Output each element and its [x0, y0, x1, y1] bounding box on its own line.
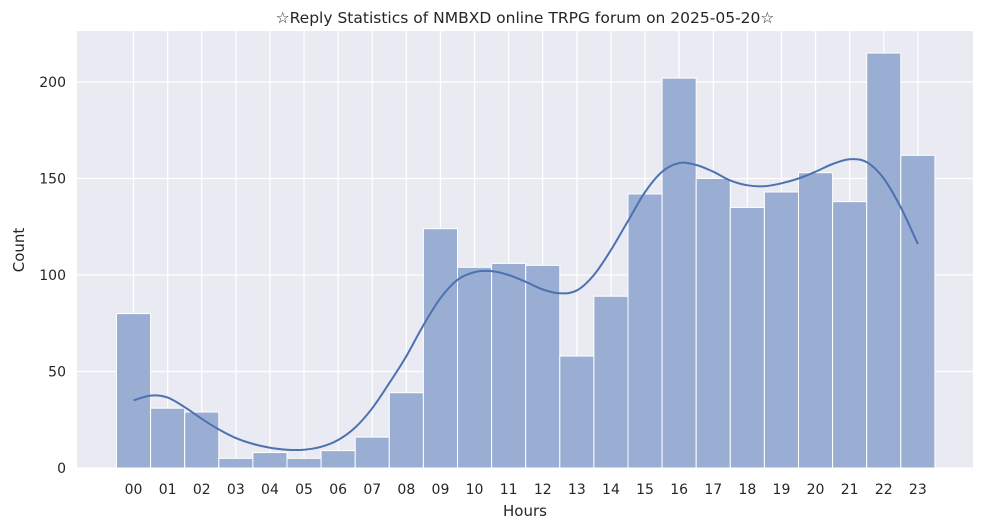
bar-hour-15 — [627, 193, 663, 469]
bar-hour-11 — [491, 262, 527, 469]
bar-hour-12 — [525, 264, 561, 469]
bar-hour-22 — [866, 52, 902, 469]
bar-hour-08 — [388, 392, 424, 469]
x-tick-labels: 00 01 02 03 04 05 06 07 08 09 10 11 12 13 14 15 16 17 18 19… — [125, 482, 927, 498]
bar-hour-17 — [695, 178, 731, 469]
bar-hour-05 — [286, 457, 322, 469]
x-tick-label: 12 — [534, 482, 552, 498]
y-tick-labels: 0 50 100 150 200 — [39, 75, 66, 477]
bar-hour-20 — [798, 172, 834, 469]
x-tick-label: 18 — [738, 482, 756, 498]
bar-hour-19 — [763, 191, 800, 469]
x-axis-label: Hours — [503, 502, 547, 520]
y-tick-label: 50 — [48, 365, 66, 381]
bar-hour-02 — [184, 411, 220, 469]
x-tick-label: 05 — [295, 482, 313, 498]
x-tick-label: 02 — [193, 482, 211, 498]
y-tick-label: 200 — [39, 75, 66, 91]
x-tick-label: 01 — [159, 482, 177, 498]
bar-hour-09 — [422, 228, 458, 469]
bar-hour-03 — [218, 457, 254, 469]
kde-curve-layer — [133, 158, 919, 451]
y-tick-label: 0 — [57, 461, 66, 477]
kde-curve — [133, 158, 919, 451]
bar-hour-16 — [661, 77, 697, 469]
x-tick-label: 17 — [704, 482, 722, 498]
bar-hour-06 — [320, 450, 356, 469]
x-tick-label: 04 — [261, 482, 279, 498]
bar-hour-00 — [116, 313, 152, 469]
bar-hour-01 — [150, 407, 186, 469]
x-tick-label: 08 — [397, 482, 415, 498]
x-tick-label: 00 — [125, 482, 143, 498]
y-tick-label: 150 — [39, 172, 66, 188]
bar-hour-13 — [559, 355, 595, 469]
bar-hour-23 — [900, 154, 936, 469]
x-tick-label: 14 — [602, 482, 620, 498]
x-tick-label: 11 — [500, 482, 518, 498]
x-tick-label: 09 — [432, 482, 450, 498]
bar-hour-07 — [354, 436, 390, 469]
x-tick-label: 07 — [363, 482, 381, 498]
x-tick-label: 13 — [568, 482, 586, 498]
histogram-bars — [116, 52, 936, 469]
x-tick-label: 06 — [329, 482, 347, 498]
x-tick-label: 03 — [227, 482, 245, 498]
bar-hour-21 — [832, 201, 868, 469]
bar-hour-18 — [729, 206, 765, 469]
y-axis-label: Count — [10, 228, 28, 273]
x-tick-label: 22 — [875, 482, 893, 498]
chart-title: ☆Reply Statistics of NMBXD online TRPG f… — [276, 9, 775, 27]
x-tick-label: 23 — [909, 482, 927, 498]
x-tick-label: 16 — [670, 482, 688, 498]
x-tick-label: 10 — [466, 482, 484, 498]
x-tick-label: 20 — [807, 482, 825, 498]
bar-hour-10 — [457, 266, 493, 469]
bar-hour-14 — [593, 295, 629, 469]
y-tick-label: 100 — [39, 268, 66, 284]
x-tick-label: 19 — [773, 482, 791, 498]
x-tick-label: 15 — [636, 482, 654, 498]
x-tick-label: 21 — [841, 482, 859, 498]
bar-hour-04 — [252, 452, 288, 469]
